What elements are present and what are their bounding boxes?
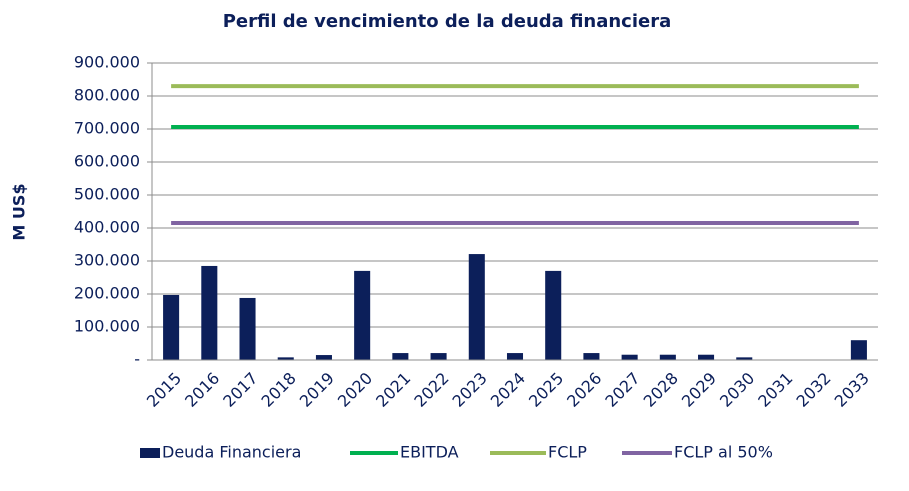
bar	[506, 353, 524, 360]
legend-swatch	[140, 448, 160, 458]
bar	[239, 297, 256, 360]
bar	[163, 294, 180, 360]
x-tick-label: 2015	[143, 369, 185, 411]
y-tick-label: 800.000	[74, 86, 140, 105]
x-tick-label: 2028	[640, 369, 682, 411]
y-tick-label: 300.000	[74, 251, 140, 270]
x-tick-label: 2031	[754, 369, 796, 411]
x-tick-label: 2026	[563, 369, 605, 411]
bar	[277, 357, 294, 360]
y-tick-label: 600.000	[74, 152, 140, 171]
bar	[621, 354, 638, 360]
x-tick-label: 2022	[410, 369, 452, 411]
bar	[430, 353, 447, 360]
x-tick-label: 2020	[334, 369, 376, 411]
legend-label: FCLP	[548, 443, 587, 462]
x-tick-label: 2027	[601, 369, 643, 411]
y-axis-label: M US$	[10, 183, 29, 240]
x-tick-label: 2030	[716, 369, 758, 411]
x-tick-label: 2021	[372, 369, 414, 411]
bar	[659, 354, 676, 360]
x-tick-label: 2025	[525, 369, 567, 411]
y-tick-label: 700.000	[74, 119, 140, 138]
chart-title: Perfil de vencimiento de la deuda financ…	[223, 11, 672, 32]
x-tick-label: 2018	[258, 369, 300, 411]
y-tick-label: 400.000	[74, 218, 140, 237]
x-tick-label: 2019	[296, 369, 338, 411]
y-tick-label: 900.000	[74, 53, 140, 72]
legend-label: EBITDA	[400, 443, 459, 462]
bar	[545, 270, 562, 360]
y-tick-label: 200.000	[74, 284, 140, 303]
bar	[201, 265, 218, 360]
bar	[736, 357, 753, 360]
x-tick-label: 2024	[487, 369, 529, 411]
x-tick-label: 2029	[678, 369, 720, 411]
x-tick-label: 2032	[792, 369, 834, 411]
y-tick-label: 500.000	[74, 185, 140, 204]
bar	[392, 353, 409, 360]
bar	[583, 353, 600, 360]
bar	[315, 355, 332, 360]
x-tick-label: 2033	[831, 369, 873, 411]
y-tick-label: 100.000	[74, 317, 140, 336]
bar	[468, 254, 485, 360]
y-tick-label: -	[134, 350, 140, 369]
bar	[698, 354, 715, 360]
legend-label: FCLP al 50%	[674, 443, 773, 462]
x-tick-label: 2016	[181, 369, 223, 411]
x-tick-label: 2017	[219, 369, 261, 411]
x-tick-label: 2023	[449, 369, 491, 411]
bar	[850, 340, 867, 360]
legend-label: Deuda Financiera	[162, 443, 301, 462]
bar	[354, 270, 371, 360]
